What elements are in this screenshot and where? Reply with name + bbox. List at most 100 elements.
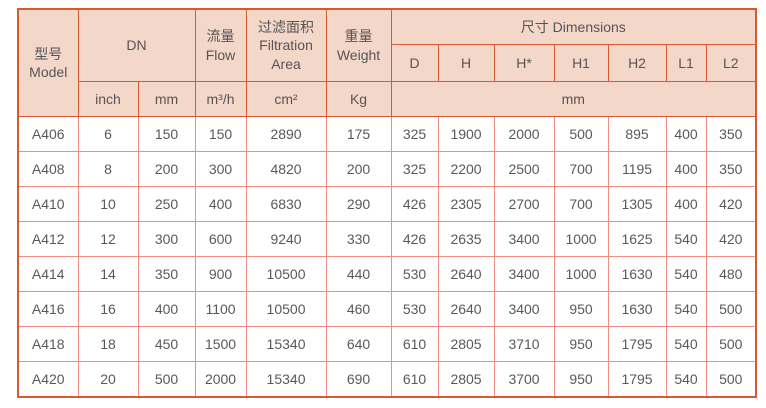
weight-cell: 460 bbox=[325, 291, 392, 327]
table-row: A406 6 150 150 2890 175 325 1900 2000 50… bbox=[17, 116, 757, 152]
dim-l1-cell: 540 bbox=[665, 326, 707, 362]
table-row: A408 8 200 300 4820 200 325 2200 2500 70… bbox=[17, 151, 757, 187]
header-row-titles: 型号 Model DN 流量 Flow 过滤面积 Filtration Area… bbox=[17, 8, 757, 117]
flow-cell: 1100 bbox=[194, 291, 247, 327]
dim-h-cell: 2805 bbox=[437, 326, 495, 362]
header-weight: 重量 Weight bbox=[325, 8, 392, 82]
header-dim-h2: H2 bbox=[607, 44, 667, 82]
dim-l1-cell: 400 bbox=[665, 151, 707, 187]
flow-cell: 300 bbox=[194, 151, 247, 187]
dim-h-cell: 1900 bbox=[437, 116, 495, 152]
header-dim-h1: H1 bbox=[553, 44, 609, 82]
weight-cell: 440 bbox=[325, 256, 392, 292]
unit-inch: inch bbox=[77, 81, 139, 117]
dim-l1-cell: 540 bbox=[665, 361, 707, 398]
dim-h1-cell: 950 bbox=[553, 326, 609, 362]
dn-inch-cell: 14 bbox=[77, 256, 139, 292]
filtration-area-cell: 4820 bbox=[245, 151, 327, 187]
dim-h1-cell: 1000 bbox=[553, 256, 609, 292]
dim-d-cell: 610 bbox=[390, 361, 439, 398]
filtration-area-cell: 10500 bbox=[245, 256, 327, 292]
flow-cell: 600 bbox=[194, 221, 247, 257]
dim-l2-cell: 350 bbox=[705, 151, 757, 187]
dim-h2-cell: 1305 bbox=[607, 186, 667, 222]
dim-d-cell: 530 bbox=[390, 256, 439, 292]
header-dn: DN bbox=[77, 8, 196, 82]
dim-hstar-cell: 3710 bbox=[493, 326, 555, 362]
dim-hstar-cell: 3400 bbox=[493, 291, 555, 327]
dim-l2-cell: 420 bbox=[705, 221, 757, 257]
header-dim-l1: L1 bbox=[665, 44, 707, 82]
weight-cell: 330 bbox=[325, 221, 392, 257]
dim-d-cell: 426 bbox=[390, 221, 439, 257]
model-cell: A406 bbox=[17, 116, 79, 152]
dim-h2-cell: 1625 bbox=[607, 221, 667, 257]
model-cell: A408 bbox=[17, 151, 79, 187]
weight-cell: 640 bbox=[325, 326, 392, 362]
dim-d-cell: 325 bbox=[390, 116, 439, 152]
header-dim-d: D bbox=[390, 44, 439, 82]
dn-mm-cell: 400 bbox=[137, 291, 196, 327]
dim-l1-cell: 540 bbox=[665, 291, 707, 327]
dn-inch-cell: 16 bbox=[77, 291, 139, 327]
unit-dimensions-mm: mm bbox=[390, 81, 757, 117]
dim-d-cell: 530 bbox=[390, 291, 439, 327]
flow-cell: 1500 bbox=[194, 326, 247, 362]
table-row: A412 12 300 600 9240 330 426 2635 3400 1… bbox=[17, 221, 757, 257]
model-cell: A414 bbox=[17, 256, 79, 292]
dim-l2-cell: 500 bbox=[705, 361, 757, 398]
header-dim-hstar: H* bbox=[493, 44, 555, 82]
dim-l1-cell: 540 bbox=[665, 256, 707, 292]
header-dimensions: 尺寸 Dimensions bbox=[390, 8, 757, 45]
header-model: 型号 Model bbox=[17, 8, 79, 117]
dn-inch-cell: 20 bbox=[77, 361, 139, 398]
dim-hstar-cell: 3700 bbox=[493, 361, 555, 398]
dim-h1-cell: 950 bbox=[553, 361, 609, 398]
dim-h-cell: 2635 bbox=[437, 221, 495, 257]
dn-mm-cell: 500 bbox=[137, 361, 196, 398]
dim-l2-cell: 420 bbox=[705, 186, 757, 222]
dim-d-cell: 325 bbox=[390, 151, 439, 187]
table-header: 型号 Model DN 流量 Flow 过滤面积 Filtration Area… bbox=[17, 8, 757, 117]
model-cell: A416 bbox=[17, 291, 79, 327]
header-filtration-area: 过滤面积 Filtration Area bbox=[245, 8, 327, 82]
model-cell: A420 bbox=[17, 361, 79, 398]
header-row-units: inch mm m³/h cm² Kg mm bbox=[18, 81, 757, 117]
unit-flow: m³/h bbox=[194, 81, 247, 117]
header-flow: 流量 Flow bbox=[194, 8, 247, 82]
header-row-dim-columns: D H H* H1 H2 L1 L2 bbox=[18, 44, 757, 82]
weight-cell: 175 bbox=[325, 116, 392, 152]
dim-h2-cell: 1630 bbox=[607, 256, 667, 292]
unit-weight: Kg bbox=[325, 81, 392, 117]
dim-hstar-cell: 2500 bbox=[493, 151, 555, 187]
dim-l2-cell: 500 bbox=[705, 291, 757, 327]
dim-l1-cell: 540 bbox=[665, 221, 707, 257]
dn-inch-cell: 10 bbox=[77, 186, 139, 222]
dim-h1-cell: 700 bbox=[553, 151, 609, 187]
dim-h-cell: 2640 bbox=[437, 256, 495, 292]
dim-l1-cell: 400 bbox=[665, 116, 707, 152]
dim-h2-cell: 1195 bbox=[607, 151, 667, 187]
dim-h-cell: 2805 bbox=[437, 361, 495, 398]
dim-h-cell: 2640 bbox=[437, 291, 495, 327]
filtration-area-cell: 15340 bbox=[245, 326, 327, 362]
weight-cell: 290 bbox=[325, 186, 392, 222]
table-row: A410 10 250 400 6830 290 426 2305 2700 7… bbox=[17, 186, 757, 222]
filtration-area-cell: 2890 bbox=[245, 116, 327, 152]
dn-inch-cell: 8 bbox=[77, 151, 139, 187]
dim-d-cell: 426 bbox=[390, 186, 439, 222]
flow-cell: 150 bbox=[194, 116, 247, 152]
unit-area: cm² bbox=[245, 81, 327, 117]
dn-mm-cell: 450 bbox=[137, 326, 196, 362]
flow-cell: 900 bbox=[194, 256, 247, 292]
filtration-area-cell: 6830 bbox=[245, 186, 327, 222]
dn-mm-cell: 350 bbox=[137, 256, 196, 292]
table-row: A418 18 450 1500 15340 640 610 2805 3710… bbox=[17, 326, 757, 362]
dim-h1-cell: 950 bbox=[553, 291, 609, 327]
dim-h-cell: 2305 bbox=[437, 186, 495, 222]
dim-h2-cell: 1795 bbox=[607, 326, 667, 362]
dim-hstar-cell: 3400 bbox=[493, 256, 555, 292]
dn-mm-cell: 150 bbox=[137, 116, 196, 152]
dn-inch-cell: 12 bbox=[77, 221, 139, 257]
